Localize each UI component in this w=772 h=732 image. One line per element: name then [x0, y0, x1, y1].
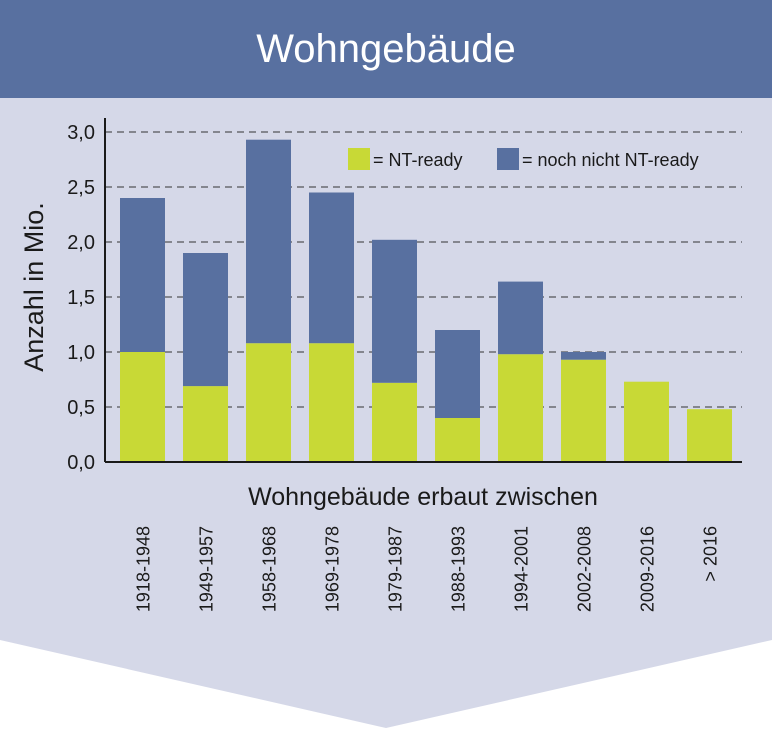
bar-segment-nt-ready: [498, 354, 543, 462]
legend-swatch: [348, 148, 370, 170]
x-axis-label: Wohngebäude erbaut zwischen: [248, 483, 598, 511]
y-tick-label: 3,0: [67, 122, 95, 144]
legend-label: = NT-ready: [373, 150, 463, 170]
x-tick-label: 1988-1993: [449, 526, 469, 612]
legend-label: = noch nicht NT-ready: [522, 150, 699, 170]
x-tick-label: 1979-1987: [386, 526, 406, 612]
x-tick-label: 1994-2001: [512, 526, 532, 612]
bar-segment-not-nt-ready: [120, 198, 165, 352]
bar-segment-nt-ready: [246, 343, 291, 462]
chart-title: Wohngebäude: [256, 27, 516, 71]
bar-segment-not-nt-ready: [561, 352, 606, 360]
bar-segment-nt-ready: [687, 409, 732, 462]
bar-segment-not-nt-ready: [498, 281, 543, 355]
bar-segment-not-nt-ready: [372, 239, 417, 383]
bar-segment-not-nt-ready: [246, 139, 291, 344]
x-tick-label: 2009-2016: [638, 526, 658, 612]
bar-segment-nt-ready: [309, 343, 354, 462]
x-tick-label: 1949-1957: [197, 526, 217, 612]
bar-segment-not-nt-ready: [435, 330, 480, 418]
header-band: [0, 0, 772, 98]
y-tick-label: 1,0: [67, 342, 95, 364]
bar-segment-not-nt-ready: [309, 192, 354, 344]
y-tick-label: 0,0: [67, 452, 95, 474]
y-axis-label: Anzahl in Mio.: [19, 202, 49, 372]
y-tick-label: 2,5: [67, 177, 95, 199]
y-tick-label: 0,5: [67, 397, 95, 419]
bar-segment-nt-ready: [120, 352, 165, 462]
bar-segment-nt-ready: [435, 418, 480, 462]
bar-segment-nt-ready: [561, 359, 606, 462]
x-tick-label: 2002-2008: [575, 526, 595, 612]
x-tick-label: > 2016: [701, 526, 721, 582]
bar-segment-nt-ready: [372, 382, 417, 462]
bar-segment-not-nt-ready: [183, 253, 228, 387]
x-tick-label: 1958-1968: [260, 526, 280, 612]
legend: = NT-ready = noch nicht NT-ready: [348, 148, 699, 170]
x-tick-label: 1918-1948: [134, 526, 154, 612]
x-tick-label: 1969-1978: [323, 526, 343, 612]
bar-segment-nt-ready: [624, 381, 669, 462]
y-tick-label: 2,0: [67, 232, 95, 254]
bar-segment-nt-ready: [183, 386, 228, 462]
legend-swatch: [497, 148, 519, 170]
y-tick-label: 1,5: [67, 287, 95, 309]
